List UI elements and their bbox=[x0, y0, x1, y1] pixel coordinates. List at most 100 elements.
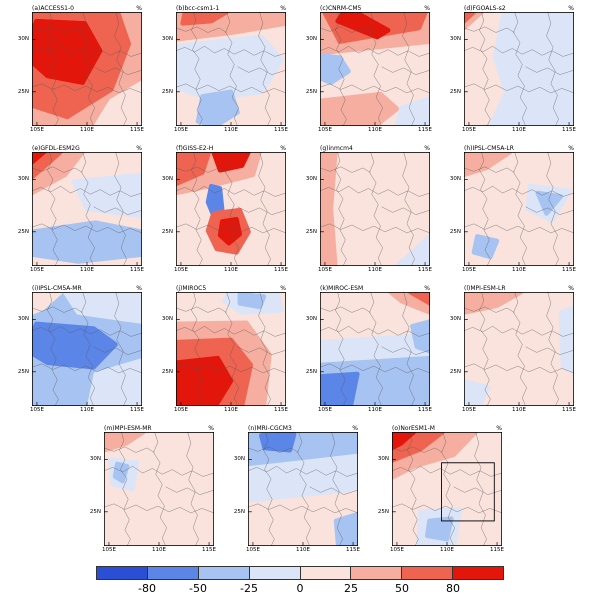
plot-border bbox=[32, 292, 142, 406]
contour-region bbox=[32, 18, 103, 85]
plot-border bbox=[176, 292, 286, 406]
province-boundary-line bbox=[320, 223, 430, 234]
contour-map bbox=[464, 292, 574, 406]
province-boundary-line bbox=[176, 306, 227, 313]
y-tick-label-30n: 30N bbox=[161, 316, 173, 323]
y-tick-label-25n: 25N bbox=[449, 88, 461, 95]
province-boundary-line bbox=[464, 363, 574, 374]
province-boundary-line bbox=[335, 292, 347, 406]
province-boundary-line bbox=[32, 223, 142, 234]
x-tick-label-105e: 105E bbox=[318, 127, 332, 133]
province-boundary-line bbox=[402, 292, 415, 406]
province-boundary-line bbox=[513, 292, 527, 406]
contour-region bbox=[392, 432, 417, 451]
colorbar-tick-label: 80 bbox=[446, 582, 460, 595]
panel-body: 30N 25N bbox=[228, 432, 372, 546]
province-boundary-line bbox=[464, 306, 515, 313]
province-boundary-line bbox=[546, 12, 559, 126]
province-boundary-line bbox=[258, 152, 271, 266]
province-boundary-line bbox=[464, 223, 574, 234]
x-tick-label-115e: 115E bbox=[274, 127, 288, 133]
province-boundary-line bbox=[93, 206, 142, 215]
contour-map bbox=[320, 152, 430, 266]
panel-header: (j)MIROC5 % bbox=[156, 280, 300, 292]
x-tick-label-105e: 105E bbox=[174, 127, 188, 133]
province-boundary-line bbox=[93, 66, 142, 75]
panel-body: 30N 25N bbox=[444, 12, 588, 126]
x-tick-label-110e: 110E bbox=[80, 407, 94, 413]
x-tick-label-115e: 115E bbox=[274, 407, 288, 413]
x-tick-label-115e: 115E bbox=[130, 267, 144, 273]
x-tick-label-110e: 110E bbox=[368, 267, 382, 273]
y-axis: 30N 25N bbox=[156, 12, 176, 126]
panel-body: 30N 25N bbox=[300, 292, 444, 406]
x-tick-label-105e: 105E bbox=[102, 547, 116, 553]
province-boundary-line bbox=[297, 432, 311, 546]
province-boundary-line bbox=[176, 223, 286, 234]
province-boundary-line bbox=[153, 432, 167, 546]
panel-label: (h)IPSL-CM5A-LR bbox=[464, 145, 514, 152]
panel-body: 30N 25N bbox=[156, 152, 300, 266]
panel-header: (a)ACCESS1-0 % bbox=[12, 0, 156, 12]
province-boundary-line bbox=[464, 166, 515, 173]
province-boundary-line bbox=[392, 503, 502, 514]
contour-region bbox=[320, 152, 338, 266]
colorbar-swatch bbox=[351, 567, 403, 579]
panel-header: (f)GISS-E2-H % bbox=[156, 140, 300, 152]
colorbar-swatch bbox=[453, 567, 503, 579]
model-panel: (a)ACCESS1-0 % 30N 25N 105E 110E 115E bbox=[12, 0, 156, 140]
province-boundary-line bbox=[32, 26, 83, 33]
panel-label: (c)CNRM-CM5 bbox=[320, 5, 362, 12]
panel-unit-label: % bbox=[568, 145, 574, 152]
province-boundary-line bbox=[248, 503, 358, 514]
province-boundary-line bbox=[237, 66, 286, 75]
province-boundary-line bbox=[330, 432, 343, 546]
y-tick-label-25n: 25N bbox=[305, 228, 317, 235]
x-tick-label-105e: 105E bbox=[462, 407, 476, 413]
panel-label: (e)GFDL-ESM2G bbox=[32, 145, 80, 152]
y-axis: 30N 25N bbox=[12, 12, 32, 126]
contour-region bbox=[93, 80, 142, 126]
x-tick-label-115e: 115E bbox=[274, 267, 288, 273]
y-axis: 30N 25N bbox=[444, 12, 464, 126]
panel-label: (i)IPSL-CM5A-MR bbox=[32, 285, 82, 292]
plot-border bbox=[176, 152, 286, 266]
contour-map bbox=[392, 432, 502, 546]
map-plot bbox=[464, 152, 574, 266]
province-boundary-line bbox=[464, 83, 574, 94]
contour-map bbox=[176, 12, 286, 126]
map-plot bbox=[32, 12, 142, 126]
model-panel: (c)CNRM-CM5 % 30N 25N 105E 110E 115E bbox=[300, 0, 444, 140]
x-tick-label-110e: 110E bbox=[80, 127, 94, 133]
province-boundary-line bbox=[546, 292, 559, 406]
province-boundary-line bbox=[309, 486, 358, 495]
province-boundary-line bbox=[32, 325, 142, 337]
colorbar-tick-label: 0 bbox=[296, 582, 304, 595]
map-plot bbox=[176, 12, 286, 126]
province-boundary-line bbox=[165, 486, 214, 495]
x-tick-label-105e: 105E bbox=[318, 407, 332, 413]
province-boundary-line bbox=[176, 363, 286, 374]
plot-border bbox=[32, 152, 142, 266]
colorbar-swatch bbox=[402, 567, 454, 579]
panel-label: (o)NorESM1-M bbox=[392, 425, 435, 432]
contour-region bbox=[320, 371, 360, 406]
province-boundary-line bbox=[464, 26, 515, 33]
province-boundary-line bbox=[320, 45, 430, 57]
y-tick-label-30n: 30N bbox=[449, 36, 461, 43]
x-tick-label-105e: 105E bbox=[246, 547, 260, 553]
province-boundary-line bbox=[479, 12, 491, 126]
map-plot bbox=[32, 292, 142, 406]
x-tick-label-115e: 115E bbox=[418, 267, 432, 273]
plot-border bbox=[320, 12, 430, 126]
y-tick-label-25n: 25N bbox=[449, 228, 461, 235]
y-tick-label-25n: 25N bbox=[305, 88, 317, 95]
colorbar-swatch bbox=[147, 567, 199, 579]
panel-body: 30N 25N bbox=[372, 432, 516, 546]
contour-region bbox=[464, 152, 513, 178]
province-boundary-line bbox=[320, 26, 371, 33]
province-boundary-line bbox=[258, 292, 271, 406]
panel-body: 30N 25N bbox=[12, 292, 156, 406]
y-tick-label-30n: 30N bbox=[89, 456, 101, 463]
